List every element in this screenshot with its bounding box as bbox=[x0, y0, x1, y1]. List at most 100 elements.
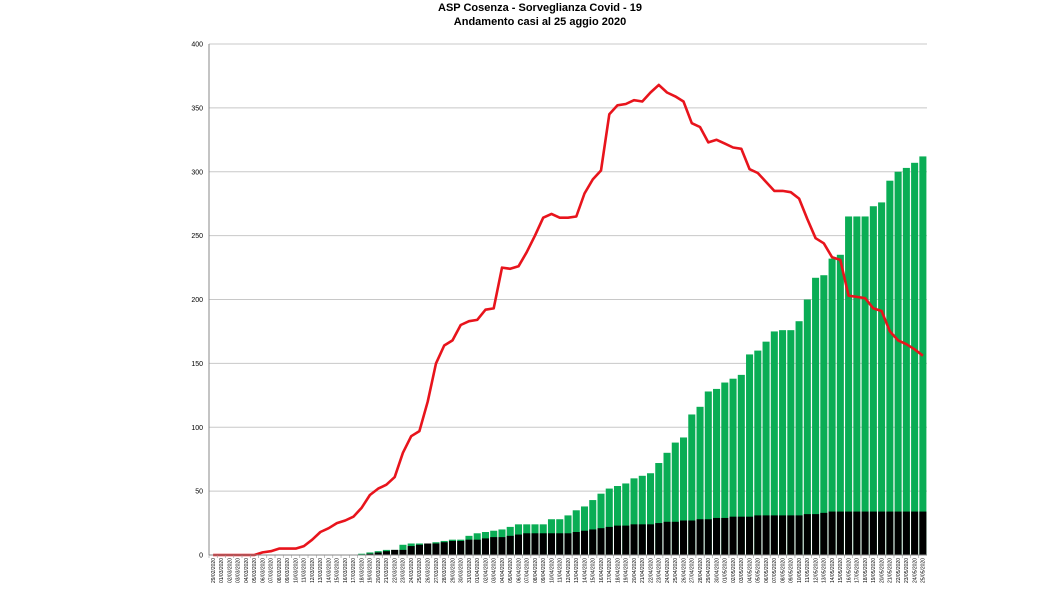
y-tick-label: 400 bbox=[191, 42, 203, 49]
green-bar bbox=[845, 216, 853, 555]
x-tick-label: 15/05/2020 bbox=[838, 558, 844, 583]
x-tick-label: 18/03/2020 bbox=[359, 558, 365, 583]
x-tick-label: 07/04/2020 bbox=[525, 558, 531, 583]
x-tick-label: 18/05/2020 bbox=[863, 558, 869, 583]
black-bar bbox=[754, 515, 762, 555]
green-bar bbox=[861, 216, 869, 555]
x-tick-label: 10/05/2020 bbox=[797, 558, 803, 583]
black-bars bbox=[366, 511, 927, 555]
x-tick-label: 13/03/2020 bbox=[318, 558, 324, 583]
green-bar bbox=[729, 378, 737, 555]
green-bar bbox=[795, 321, 803, 555]
x-tick-label: 18/04/2020 bbox=[615, 558, 621, 583]
black-bar bbox=[663, 521, 671, 555]
black-bar bbox=[481, 538, 489, 555]
green-bar bbox=[597, 493, 605, 555]
black-bar bbox=[787, 515, 795, 555]
x-tick-label: 11/05/2020 bbox=[805, 558, 811, 583]
black-bar bbox=[795, 515, 803, 555]
black-bar bbox=[407, 546, 415, 555]
x-tick-label: 20/04/2020 bbox=[632, 558, 638, 583]
x-tick-label: 31/03/2020 bbox=[467, 558, 473, 583]
green-bar bbox=[779, 330, 787, 555]
x-tick-label: 06/03/2020 bbox=[260, 558, 266, 583]
x-tick-label: 09/04/2020 bbox=[541, 558, 547, 583]
green-bar bbox=[358, 553, 366, 555]
black-bar bbox=[919, 511, 927, 555]
y-tick-label: 250 bbox=[191, 233, 203, 240]
black-bar bbox=[465, 539, 473, 555]
x-tick-label: 23/03/2020 bbox=[401, 558, 407, 583]
green-bar bbox=[878, 202, 886, 555]
x-tick-label: 04/03/2020 bbox=[244, 558, 250, 583]
x-tick-label: 15/03/2020 bbox=[335, 558, 341, 583]
x-tick-label: 13/04/2020 bbox=[574, 558, 580, 583]
gridlines bbox=[209, 43, 927, 556]
x-tick-label: 05/04/2020 bbox=[508, 558, 514, 583]
x-tick-label: 23/04/2020 bbox=[657, 558, 663, 583]
black-bar bbox=[770, 515, 778, 555]
green-bar bbox=[820, 275, 828, 555]
x-tick-label: 02/03/2020 bbox=[227, 558, 233, 583]
x-tick-label: 26/04/2020 bbox=[681, 558, 687, 583]
green-bars bbox=[358, 156, 927, 556]
black-bar bbox=[547, 533, 556, 555]
black-bar bbox=[845, 511, 853, 555]
x-tick-label: 23/05/2020 bbox=[904, 558, 910, 583]
x-tick-label: 01/05/2020 bbox=[723, 558, 729, 583]
black-bar bbox=[836, 511, 844, 555]
x-tick-label: 30/04/2020 bbox=[714, 558, 720, 583]
x-tick-label: 16/04/2020 bbox=[599, 558, 605, 583]
x-tick-label: 22/03/2020 bbox=[392, 558, 398, 583]
chart-title: ASP Cosenza - Sorveglianza Covid - 19 bbox=[438, 2, 642, 14]
x-tick-label: 03/03/2020 bbox=[236, 558, 242, 583]
black-bar bbox=[424, 543, 432, 555]
green-bar bbox=[737, 374, 745, 555]
x-tick-label: 10/03/2020 bbox=[293, 558, 299, 583]
black-bar bbox=[894, 511, 902, 555]
black-bar bbox=[911, 511, 919, 555]
green-bar bbox=[770, 331, 778, 555]
x-tick-label: 12/05/2020 bbox=[813, 558, 819, 583]
green-bar bbox=[655, 463, 663, 555]
black-bar bbox=[514, 534, 523, 555]
x-tick-label: 24/04/2020 bbox=[665, 558, 671, 583]
x-tick-label: 09/05/2020 bbox=[789, 558, 795, 583]
black-bar bbox=[696, 519, 704, 555]
green-bar bbox=[696, 406, 704, 555]
black-bar bbox=[622, 525, 630, 555]
black-bar bbox=[729, 516, 737, 555]
green-bar bbox=[902, 167, 910, 556]
x-tick-label: 14/05/2020 bbox=[830, 558, 836, 583]
black-bar bbox=[391, 549, 399, 555]
x-tick-label: 19/03/2020 bbox=[368, 558, 374, 583]
x-tick-label: 24/05/2020 bbox=[912, 558, 918, 583]
x-tick-label: 30/03/2020 bbox=[459, 558, 465, 583]
x-tick-label: 13/05/2020 bbox=[822, 558, 828, 583]
x-tick-label: 21/03/2020 bbox=[384, 558, 390, 583]
x-tick-label: 22/05/2020 bbox=[896, 558, 902, 583]
red-line-series bbox=[213, 83, 924, 557]
x-tick-label: 21/04/2020 bbox=[640, 558, 646, 583]
black-bar bbox=[812, 514, 820, 555]
black-bar bbox=[572, 532, 580, 555]
x-tick-label: 29/02/2020 bbox=[211, 558, 217, 583]
x-tick-label: 20/05/2020 bbox=[879, 558, 885, 583]
x-tick-label: 15/04/2020 bbox=[591, 558, 597, 583]
green-bar bbox=[671, 442, 679, 555]
black-bar bbox=[473, 539, 481, 555]
x-tick-label: 08/05/2020 bbox=[780, 558, 786, 583]
y-tick-label: 100 bbox=[191, 425, 203, 432]
x-tick-label: 05/03/2020 bbox=[252, 558, 258, 583]
x-tick-label: 11/04/2020 bbox=[558, 558, 564, 583]
x-tick-label: 27/04/2020 bbox=[690, 558, 696, 583]
x-tick-label: 06/05/2020 bbox=[764, 558, 770, 583]
green-bar bbox=[688, 414, 696, 555]
x-tick-label: 14/03/2020 bbox=[326, 558, 332, 583]
y-tick-label: 300 bbox=[191, 169, 203, 176]
green-bar bbox=[836, 254, 844, 555]
x-tick-label: 10/04/2020 bbox=[549, 558, 555, 583]
black-bar bbox=[580, 530, 589, 555]
black-bar bbox=[762, 515, 770, 555]
black-bar bbox=[415, 544, 423, 555]
